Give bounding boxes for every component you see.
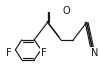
Text: N: N — [91, 48, 98, 58]
Text: O: O — [62, 6, 70, 16]
Text: F: F — [41, 48, 46, 58]
Text: F: F — [6, 48, 12, 58]
